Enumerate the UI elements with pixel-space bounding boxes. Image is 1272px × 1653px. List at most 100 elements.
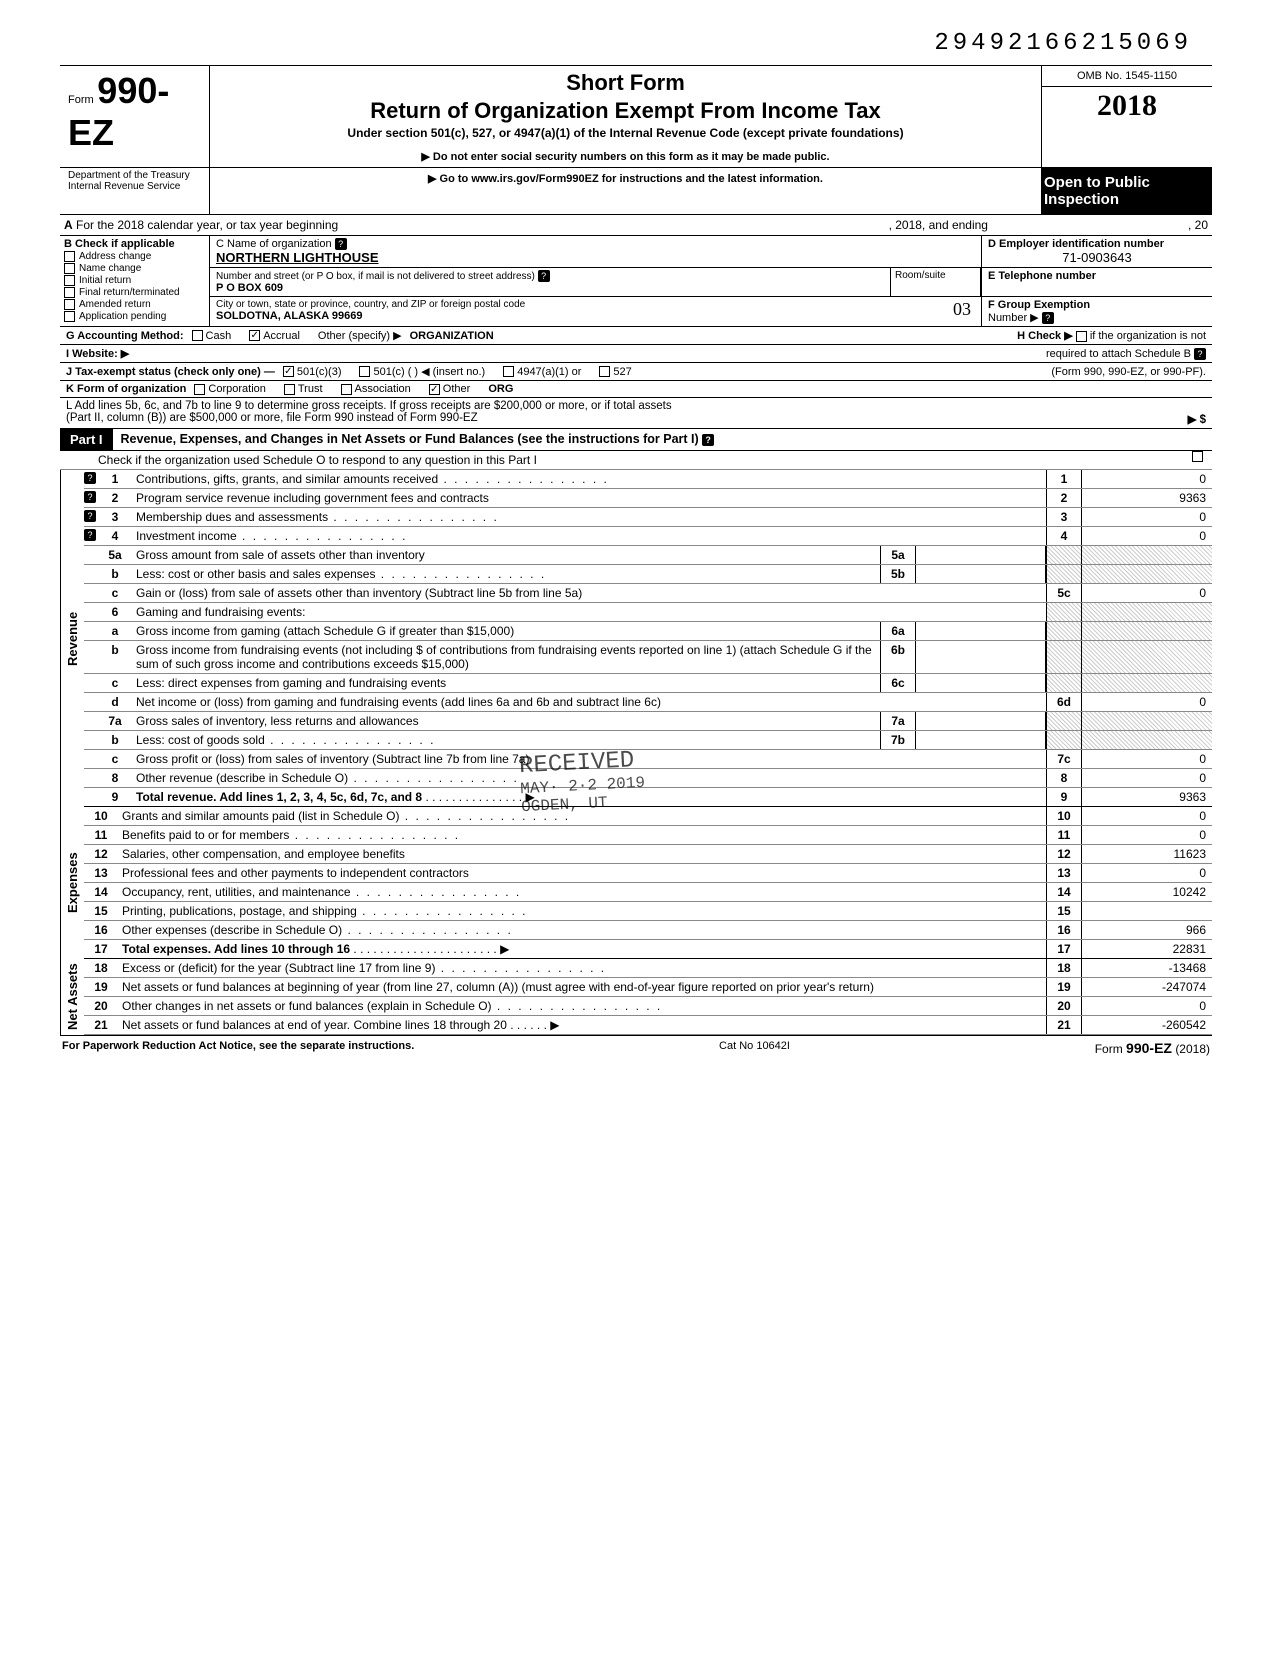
line-desc: Net assets or fund balances at end of ye… (122, 1018, 507, 1032)
form-id: Form 990-EZ (60, 66, 210, 167)
help-icon: ? (1042, 312, 1054, 324)
line-val: -260542 (1082, 1016, 1212, 1034)
line-desc: Less: direct expenses from gaming and fu… (132, 674, 880, 692)
line-rn: 3 (1046, 508, 1082, 526)
line-num: c (98, 584, 132, 602)
checkbox-trust[interactable] (284, 384, 295, 395)
help-icon: ? (84, 491, 96, 503)
label-trust: Trust (298, 383, 323, 395)
line-val: 9363 (1082, 489, 1212, 507)
row-i: I Website: ▶ required to attach Schedule… (60, 345, 1212, 363)
line-rn: 17 (1046, 940, 1082, 958)
line-num: c (98, 750, 132, 768)
checkbox-501c3[interactable] (283, 366, 294, 377)
title-main: Return of Organization Exempt From Incom… (220, 98, 1031, 124)
checkbox-name-change[interactable] (64, 263, 75, 274)
checkbox-527[interactable] (599, 366, 610, 377)
title-sub: Under section 501(c), 527, or 4947(a)(1)… (220, 126, 1031, 140)
checkbox-assoc[interactable] (341, 384, 352, 395)
line-num: 17 (84, 940, 118, 958)
line-num: b (98, 641, 132, 673)
line-val: 0 (1082, 470, 1212, 488)
line-rn: 11 (1046, 826, 1082, 844)
help-icon: ? (84, 472, 96, 484)
line-rn: 15 (1046, 902, 1082, 920)
footer-cat: Cat No 10642I (719, 1040, 790, 1056)
checkbox-amended[interactable] (64, 299, 75, 310)
footer-right: Form 990-EZ (2018) (1095, 1040, 1210, 1056)
line-num: 8 (98, 769, 132, 787)
line-rn: 2 (1046, 489, 1082, 507)
open-public-2: Inspection (1044, 191, 1210, 208)
expenses-section: Expenses 10Grants and similar amounts pa… (60, 807, 1212, 959)
row-l-text1: L Add lines 5b, 6c, and 7b to line 9 to … (66, 400, 1206, 412)
checkbox-sched-o[interactable] (1192, 451, 1203, 462)
line-desc: Investment income (132, 527, 1046, 545)
line-desc: Professional fees and other payments to … (118, 864, 1046, 882)
line-val: 0 (1082, 769, 1212, 787)
line-rn: 18 (1046, 959, 1082, 977)
line-desc: Total revenue. Add lines 1, 2, 3, 4, 5c,… (136, 790, 422, 804)
line-desc: Gross amount from sale of assets other t… (132, 546, 880, 564)
help-icon: ? (1194, 348, 1206, 360)
line-desc: Gain or (loss) from sale of assets other… (132, 584, 1046, 602)
line-val: 22831 (1082, 940, 1212, 958)
label-accrual: Accrual (263, 330, 300, 342)
checkbox-app-pending[interactable] (64, 311, 75, 322)
dept-name: Department of the Treasury Internal Reve… (60, 168, 210, 214)
org-name: NORTHERN LIGHTHOUSE (216, 250, 975, 265)
checkbox-initial-return[interactable] (64, 275, 75, 286)
line-num: b (98, 731, 132, 749)
line-rn: 10 (1046, 807, 1082, 825)
line-desc: Gross income from fundraising events (no… (132, 641, 880, 673)
line-mn: 5a (880, 546, 916, 564)
help-icon: ? (84, 510, 96, 522)
row-h-cont: required to attach Schedule B ? (1046, 348, 1206, 360)
checkbox-501c[interactable] (359, 366, 370, 377)
label-501c: 501(c) ( (373, 366, 411, 378)
dept-line-2: Internal Revenue Service (68, 181, 201, 192)
line-val (1082, 902, 1212, 920)
line-val: 0 (1082, 864, 1212, 882)
title-note-1: ▶ Do not enter social security numbers o… (220, 150, 1031, 163)
line-val: 0 (1082, 508, 1212, 526)
line-mn: 6a (880, 622, 916, 640)
line-desc: Less: cost or other basis and sales expe… (132, 565, 880, 583)
col-f-label2: Number ▶ ? (988, 311, 1206, 324)
checkbox-accrual[interactable] (249, 330, 260, 341)
dept-row: Department of the Treasury Internal Reve… (60, 168, 1212, 215)
checkbox-sched-b[interactable] (1076, 331, 1087, 342)
city-label: City or town, state or province, country… (216, 299, 975, 310)
line-rn: 6d (1046, 693, 1082, 711)
checkbox-address-change[interactable] (64, 251, 75, 262)
line-mn: 6b (880, 641, 916, 673)
line-num: 10 (84, 807, 118, 825)
checkbox-final-return[interactable] (64, 287, 75, 298)
line-desc: Net assets or fund balances at beginning… (118, 978, 1046, 996)
checkbox-cash[interactable] (192, 330, 203, 341)
checkbox-4947[interactable] (503, 366, 514, 377)
label-corp: Corporation (208, 383, 265, 395)
line-num: 20 (84, 997, 118, 1015)
line-desc: Gross income from gaming (attach Schedul… (132, 622, 880, 640)
row-k-label: K Form of organization (66, 383, 186, 395)
help-icon: ? (335, 238, 347, 250)
line-rn: 13 (1046, 864, 1082, 882)
form-word: Form (68, 94, 94, 106)
city-value: SOLDOTNA, ALASKA 99669 (216, 310, 975, 322)
row-a: A For the 2018 calendar year, or tax yea… (60, 215, 1212, 236)
checkbox-other-org[interactable] (429, 384, 440, 395)
line-desc: Other changes in net assets or fund bala… (118, 997, 1046, 1015)
label-cash: Cash (206, 330, 232, 342)
label-501c3: 501(c)(3) (297, 366, 342, 378)
side-label-revenue: Revenue (60, 470, 84, 807)
checkbox-corp[interactable] (194, 384, 205, 395)
line-desc: Grants and similar amounts paid (list in… (118, 807, 1046, 825)
line-desc: Gross profit or (loss) from sales of inv… (132, 750, 1046, 768)
label-initial-return: Initial return (79, 275, 131, 286)
row-h-cont2: (Form 990, 990-EZ, or 990-PF). (1051, 366, 1206, 378)
title-short: Short Form (220, 70, 1031, 96)
line-mn: 7b (880, 731, 916, 749)
line-num: 16 (84, 921, 118, 939)
header-right: OMB No. 1545-1150 2018 (1042, 66, 1212, 167)
